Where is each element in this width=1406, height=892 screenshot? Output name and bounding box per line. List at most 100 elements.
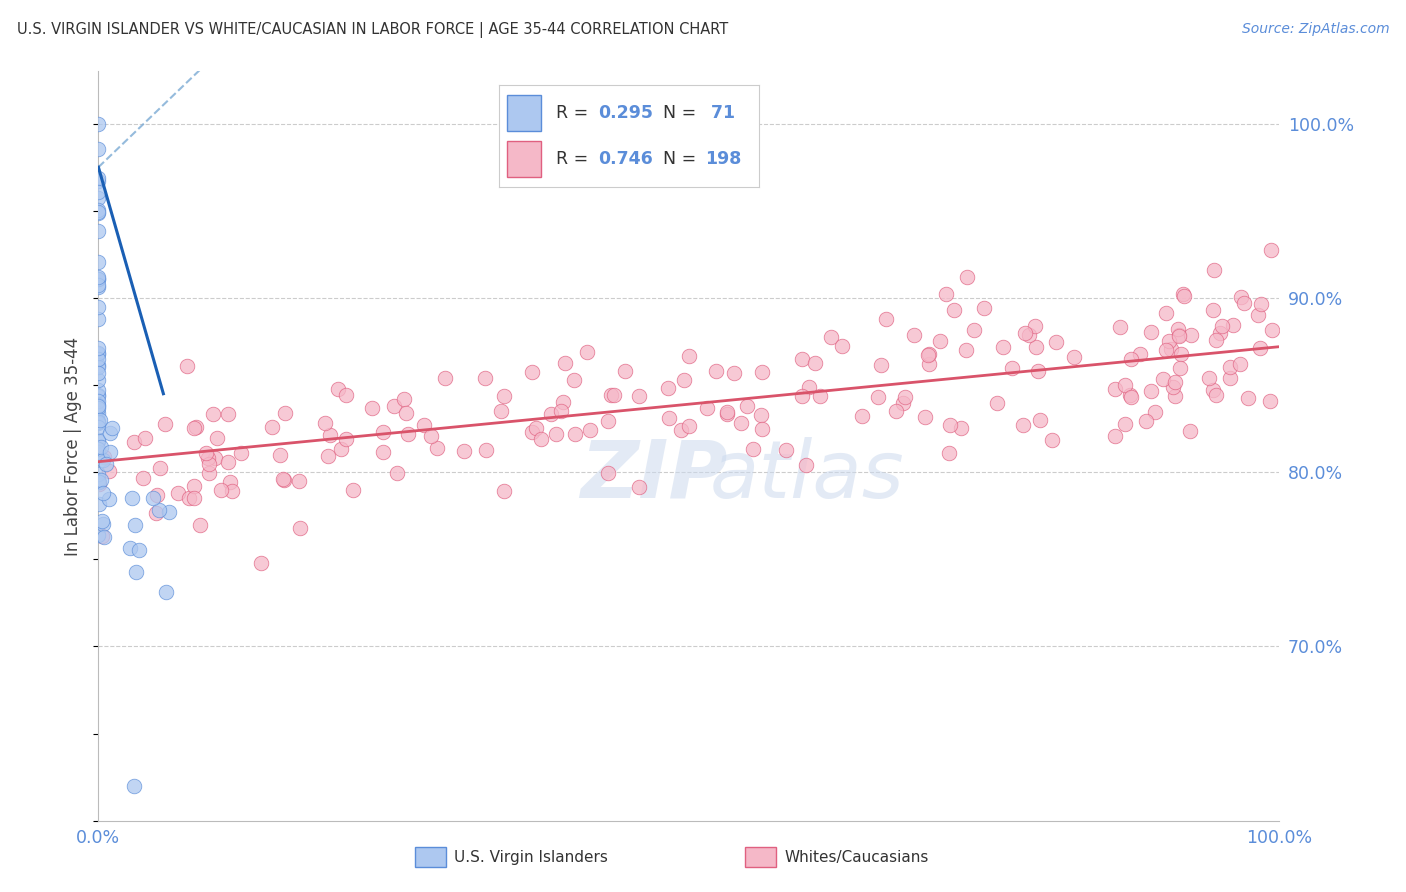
Text: N =: N =	[664, 150, 702, 168]
Point	[1154, 305, 1177, 319]
Point	[453, 443, 475, 458]
Bar	[508, 141, 541, 177]
Point	[87, 442, 110, 457]
Point	[730, 417, 752, 431]
Point	[316, 449, 339, 463]
Point	[1237, 391, 1260, 405]
Point	[194, 446, 217, 460]
Point	[956, 270, 979, 285]
Point	[217, 455, 239, 469]
Point	[148, 503, 170, 517]
Point	[671, 423, 693, 437]
Point	[751, 422, 773, 436]
Point	[596, 414, 619, 428]
Point	[1143, 405, 1166, 419]
Point	[562, 373, 585, 387]
Point	[87, 347, 110, 361]
Point	[1045, 334, 1067, 349]
Point	[794, 458, 817, 472]
Point	[87, 399, 110, 413]
Point	[723, 366, 745, 380]
Point	[87, 416, 110, 430]
Point	[101, 421, 124, 435]
Text: U.S. VIRGIN ISLANDER VS WHITE/CAUCASIAN IN LABOR FORCE | AGE 35-44 CORRELATION C: U.S. VIRGIN ISLANDER VS WHITE/CAUCASIAN …	[17, 22, 728, 38]
Point	[1160, 343, 1182, 357]
Point	[1152, 372, 1174, 386]
Point	[87, 341, 110, 355]
Point	[530, 432, 553, 446]
Point	[87, 185, 110, 199]
Point	[426, 441, 449, 455]
Point	[217, 407, 239, 421]
Point	[1168, 361, 1191, 376]
Text: R =: R =	[557, 104, 595, 122]
Point	[89, 475, 111, 489]
Point	[87, 352, 110, 367]
Point	[751, 365, 773, 379]
Point	[433, 371, 456, 385]
Point	[716, 407, 738, 421]
Point	[87, 269, 110, 284]
Point	[420, 429, 443, 443]
Point	[797, 380, 820, 394]
Point	[87, 191, 110, 205]
Point	[330, 442, 353, 456]
Point	[991, 340, 1014, 354]
Point	[1198, 371, 1220, 385]
Point	[87, 204, 110, 219]
Point	[87, 406, 110, 420]
Point	[335, 432, 357, 446]
Text: 0.295: 0.295	[598, 104, 652, 122]
Point	[89, 476, 111, 491]
Point	[132, 471, 155, 485]
Point	[949, 421, 972, 435]
Point	[382, 400, 405, 414]
Point	[1219, 371, 1241, 385]
Point	[87, 383, 110, 397]
Point	[973, 301, 995, 316]
Point	[87, 205, 110, 219]
Point	[87, 467, 110, 482]
Point	[851, 409, 873, 424]
Point	[176, 359, 198, 373]
Point	[938, 445, 960, 459]
Point	[522, 425, 544, 439]
Point	[124, 517, 146, 532]
Point	[385, 466, 408, 480]
Point	[554, 356, 576, 370]
Text: Source: ZipAtlas.com: Source: ZipAtlas.com	[1241, 22, 1389, 37]
Point	[790, 389, 813, 403]
Point	[658, 411, 681, 425]
Point	[87, 311, 110, 326]
Point	[790, 351, 813, 366]
Point	[98, 491, 121, 506]
Point	[903, 328, 925, 343]
Point	[1233, 296, 1256, 310]
Point	[122, 779, 145, 793]
Text: N =: N =	[664, 104, 702, 122]
Point	[361, 401, 384, 416]
Point	[89, 497, 111, 511]
Point	[1161, 380, 1184, 394]
Point	[87, 142, 110, 156]
Point	[120, 541, 142, 555]
Point	[87, 279, 110, 293]
Point	[145, 506, 167, 520]
Point	[98, 445, 121, 459]
Point	[820, 329, 842, 343]
Point	[87, 170, 110, 185]
Point	[1135, 414, 1157, 428]
Point	[314, 416, 336, 430]
Point	[328, 382, 350, 396]
Point	[197, 450, 219, 465]
Point	[87, 202, 110, 217]
Point	[546, 426, 568, 441]
Point	[875, 312, 897, 326]
Point	[122, 435, 145, 450]
Point	[716, 405, 738, 419]
Point	[87, 224, 110, 238]
Point	[87, 255, 110, 269]
Point	[1024, 318, 1046, 333]
Point	[1205, 387, 1227, 401]
Point	[98, 426, 121, 441]
